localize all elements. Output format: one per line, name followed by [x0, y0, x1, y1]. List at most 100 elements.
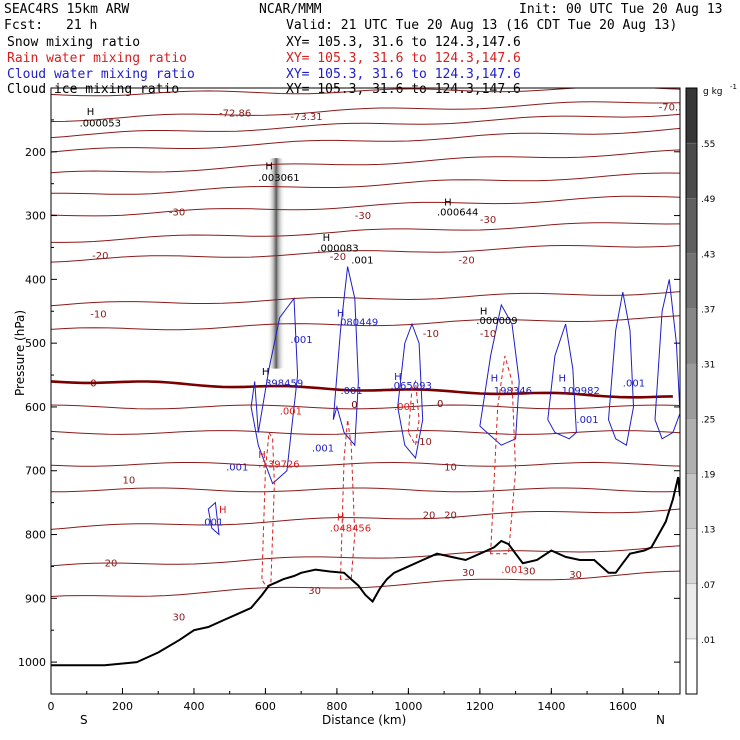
- annotation-18: -10: [90, 310, 106, 321]
- y-tick-label-4: 600: [25, 401, 46, 414]
- isotherm-line-8: [51, 244, 680, 263]
- annotation-38: 0: [351, 400, 357, 411]
- cloud-water-contour-7: [207, 501, 220, 536]
- center-label: NCAR/MMM: [259, 2, 322, 17]
- annotation-8: .000644: [437, 208, 478, 219]
- annotation-6: .003061: [258, 173, 299, 184]
- isotherm-line-1: [51, 101, 680, 122]
- colorbar-label-7: .43: [701, 250, 715, 260]
- x-axis-title: Distance (km): [322, 713, 406, 727]
- colorbar-label-9: .55: [701, 140, 715, 150]
- y-tick-label-8: 1000: [18, 656, 46, 669]
- colorbar-label-4: .25: [701, 416, 715, 426]
- field-name-cloudwater: Cloud water mixing ratio: [7, 67, 195, 82]
- cloud-water-contour-1: [332, 266, 359, 447]
- field-xy-rain: XY= 105.3, 31.6 to 124.3,147.6: [286, 51, 521, 66]
- annotation-13: .000083: [317, 243, 358, 254]
- isotherm-line-2: [51, 113, 680, 139]
- annotation-4: .000053: [80, 118, 121, 129]
- annotation-28: H: [394, 372, 402, 383]
- annotation-10: -30: [355, 211, 371, 222]
- rain-contour-1: [339, 419, 356, 580]
- rain-contour-2: [490, 355, 517, 555]
- cloud-water-contour-6: [654, 279, 680, 440]
- colorbar-segment-10: [685, 87, 698, 144]
- cloud-water-contour-3: [479, 303, 520, 446]
- y-tick-label-0: 200: [25, 146, 46, 159]
- annotation-61: 30: [173, 613, 186, 624]
- annotation-7: H: [444, 197, 452, 208]
- annotation-51: H: [337, 513, 345, 524]
- annotation-29: .065093: [391, 381, 432, 392]
- colorbar-label-3: .19: [701, 471, 716, 481]
- annotation-36: 0: [90, 379, 96, 390]
- colorbar-frame: [685, 87, 698, 695]
- annotation-59: 30: [569, 570, 582, 581]
- isotherm-line-4: [51, 149, 680, 174]
- annotation-0: -72.86: [219, 109, 251, 120]
- south-end-label: S: [80, 713, 88, 727]
- annotation-23: .001: [290, 335, 312, 346]
- cloud-water-contour-0: [250, 297, 299, 485]
- annotation-42: -10: [416, 437, 432, 448]
- colorbar-segment-4: [685, 418, 698, 474]
- x-tick-label-6: 1200: [466, 700, 494, 713]
- colorbar-label-5: .31: [701, 361, 715, 371]
- colorbar-label-1: .07: [701, 581, 715, 591]
- annotation-26: H: [262, 367, 270, 378]
- north-end-label: N: [656, 713, 665, 727]
- annotation-45: H: [258, 450, 266, 461]
- colorbar-segment-5: [685, 363, 698, 419]
- isotherm-line-17: [51, 570, 680, 597]
- annotation-35: .001: [623, 379, 645, 390]
- colorbar-segment-9: [685, 142, 698, 199]
- annotation-50: .001: [201, 518, 223, 529]
- rain-contour-0: [261, 430, 275, 587]
- colorbar-label-6: .37: [701, 305, 715, 315]
- valid-label: Valid: 21 UTC Tue 20 Aug 13 (16 CDT Tue …: [286, 18, 678, 33]
- annotation-39: .001: [394, 402, 416, 413]
- fcst-label: Fcst:: [4, 18, 44, 33]
- contour-annotations: -72.86 -73.31-70.39H.000053H.003061H.0006…: [80, 102, 680, 624]
- x-tick-label-3: 600: [255, 700, 276, 713]
- colorbar-segment-3: [685, 473, 698, 529]
- temperature-isotherms: [51, 88, 680, 597]
- annotation-43: .001: [312, 444, 334, 455]
- y-tick-label-2: 400: [25, 273, 46, 286]
- x-tick-label-0: 0: [48, 700, 55, 713]
- plot-frame: [50, 87, 681, 695]
- isotherm-line-7: [51, 222, 680, 243]
- annotation-40: .001: [280, 407, 302, 418]
- annotation-17: -20: [458, 255, 474, 266]
- isotherm-line-6: [51, 195, 680, 217]
- rain-contours: [261, 355, 517, 587]
- isotherm-line-11: [51, 404, 680, 410]
- annotation-3: H: [87, 107, 95, 118]
- annotation-27: .398459: [262, 379, 303, 390]
- annotation-46: .139726: [258, 460, 299, 471]
- annotation-49: H: [219, 505, 227, 516]
- colorbar-label-0: .01: [701, 636, 715, 646]
- annotation-53: 20: [423, 511, 436, 522]
- annotation-30: H: [491, 373, 499, 384]
- annotation-11: -30: [480, 215, 496, 226]
- isotherm-line-3: [51, 127, 680, 153]
- x-tick-label-5: 1000: [394, 700, 422, 713]
- isotherm-line-14: [51, 487, 680, 493]
- annotation-34: .001: [341, 386, 363, 397]
- snow-shading: [267, 158, 286, 369]
- x-tick-label-7: 1400: [537, 700, 565, 713]
- isotherm-line-5: [51, 172, 680, 195]
- cloud-water-contour-4: [547, 323, 577, 440]
- isotherm-line-12: [51, 429, 680, 435]
- zero-isotherm-line: [51, 380, 673, 399]
- x-tick-label-8: 1600: [609, 700, 637, 713]
- y-tick-label-6: 800: [25, 529, 46, 542]
- fcst-value: 21 h: [66, 18, 98, 33]
- model-label: SEAC4RS 15km ARW: [4, 2, 130, 17]
- field-name-snow: Snow mixing ratio: [7, 35, 141, 50]
- colorbar-segment-1: [685, 583, 698, 640]
- y-tick-label-3: 500: [25, 337, 46, 350]
- x-tick-label-4: 800: [326, 700, 347, 713]
- annotation-37: 0: [437, 399, 443, 410]
